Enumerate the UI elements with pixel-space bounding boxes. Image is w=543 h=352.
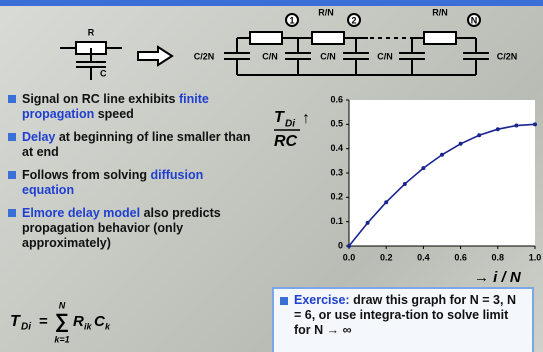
point: [421, 166, 425, 170]
y-tick-label: 0.4: [330, 143, 343, 153]
formula-part: R: [73, 313, 84, 330]
point: [459, 142, 463, 146]
x-tick-label: 0.8: [492, 252, 505, 262]
x-tick-label: 0.0: [343, 252, 356, 262]
circuit-label: C/N: [377, 51, 393, 61]
point: [440, 153, 444, 157]
bullet: Elmore delay model also predicts propaga…: [8, 206, 254, 251]
point: [514, 124, 518, 128]
point: [533, 122, 537, 126]
slide: R C C/2N C/N C/N C/N C/2N R/N R/N 1 2 N …: [0, 0, 543, 352]
node-label: 1: [289, 15, 294, 25]
formula-part: k: [105, 321, 111, 331]
circuit-label: R/N: [432, 7, 448, 17]
formula-part: N: [59, 300, 66, 310]
formula-part: ∑: [55, 310, 69, 332]
title-band: [0, 0, 543, 6]
point: [366, 221, 370, 225]
formula: T Di = ∑ N k=1 R ik C k: [10, 300, 111, 344]
y-label-part: ↑: [302, 110, 310, 127]
formula-part: Di: [21, 322, 31, 333]
circuit-label: R/N: [318, 7, 334, 17]
y-tick-label: 0: [338, 240, 343, 250]
y-label-part: Di: [285, 119, 295, 130]
y-tick-label: 0.1: [330, 216, 343, 226]
formula-part: ik: [84, 321, 93, 331]
bullet-text: at beginning of line smaller than at end: [22, 130, 251, 159]
bullet: Signal on RC line exhibits finite propag…: [8, 92, 254, 122]
formula-part: =: [39, 313, 48, 330]
circuit-label: C/N: [320, 51, 336, 61]
x-tick-label: 1.0: [529, 252, 542, 262]
y-tick-label: 0.2: [330, 192, 343, 202]
exercise-head: Exercise:: [294, 293, 350, 307]
x-tick-label: 0.2: [380, 252, 393, 262]
lumped-rc: [60, 42, 122, 80]
y-tick-label: 0.6: [330, 94, 343, 104]
node-label: 2: [351, 15, 356, 25]
bullet-text: speed: [94, 107, 134, 121]
circuit-label: C: [100, 68, 107, 78]
circuit-label: C/N: [262, 51, 278, 61]
y-label-part: T: [274, 109, 285, 126]
arrow: [138, 47, 172, 65]
y-axis-title: T Di ↑ RC: [274, 109, 310, 150]
exercise-box: Exercise: draw this graph for N = 3, N =…: [272, 287, 534, 352]
x-axis-title: → i / N: [474, 269, 522, 286]
y-label-part: RC: [274, 133, 298, 150]
x-tick-label: 0.4: [417, 252, 430, 262]
y-tick-label: 0.3: [330, 167, 343, 177]
bullet: Delay at beginning of line smaller than …: [8, 130, 254, 160]
point: [477, 133, 481, 137]
bullet-text: Follows from solving: [22, 168, 150, 182]
plot-area: [349, 100, 535, 246]
node-label: N: [471, 15, 478, 25]
circuit-label: C/2N: [497, 51, 518, 61]
circuit-label: C/2N: [194, 51, 215, 61]
y-tick-label: 0.5: [330, 119, 343, 129]
circuit-label: R: [88, 27, 95, 37]
formula-part: k=1: [54, 334, 69, 344]
bullet-text: Delay: [22, 130, 55, 144]
bullet: Follows from solving diffusion equation: [8, 168, 254, 198]
x-tick-label: 0.6: [454, 252, 467, 262]
point: [496, 127, 500, 131]
point: [347, 244, 351, 248]
point: [403, 182, 407, 186]
formula-part: T: [10, 313, 21, 330]
point: [384, 200, 388, 204]
bullet-text: Elmore delay model: [22, 206, 140, 220]
bullet-text: Signal on RC line exhibits: [22, 92, 179, 106]
